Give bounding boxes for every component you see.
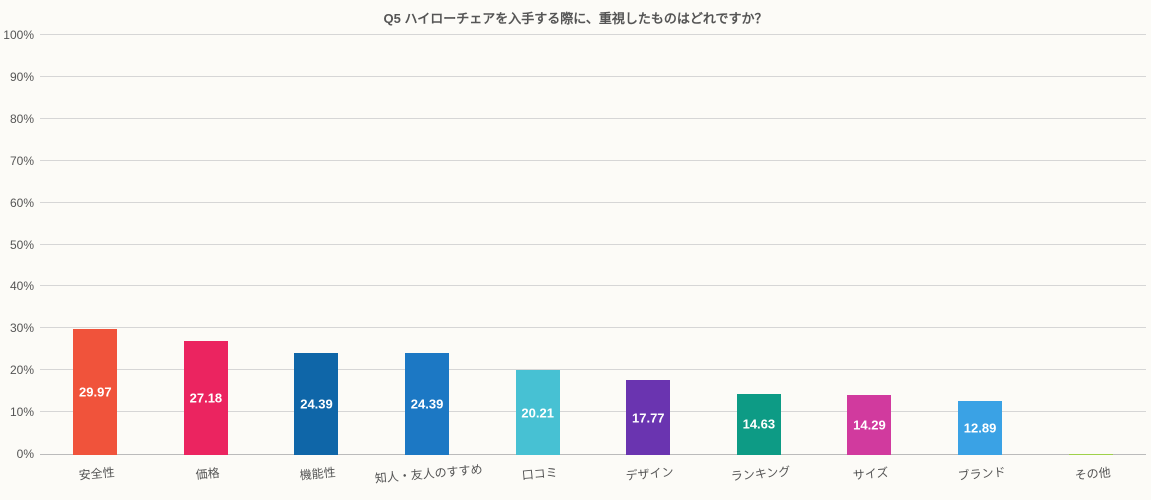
category-label: 口コミ: [520, 453, 558, 483]
y-tick-label: 40%: [10, 279, 40, 293]
category-label: デザイン: [624, 453, 674, 484]
bar-value-label: 17.77: [632, 410, 665, 425]
category-label: サイズ: [852, 453, 890, 483]
plot-area: 0%10%20%30%40%50%60%70%80%90%100% 29.97安…: [40, 35, 1146, 455]
y-tick-label: 20%: [10, 363, 40, 377]
y-tick-label: 30%: [10, 321, 40, 335]
bar-slot: 27.18価格: [151, 35, 262, 455]
category-label: 価格: [194, 454, 220, 483]
category-label: 安全性: [77, 453, 115, 483]
bar: 14.63: [737, 394, 781, 455]
bar-slot: 17.77デザイン: [593, 35, 704, 455]
bar-slot: 14.29サイズ: [814, 35, 925, 455]
bar-slot: 14.63ランキング: [704, 35, 815, 455]
category-label: ブランド: [956, 453, 1006, 484]
bar: 27.18: [184, 341, 228, 455]
bar-slot: 24.39知人・友人のすすめ: [372, 35, 483, 455]
bar: 24.39: [294, 353, 338, 455]
y-tick-label: 10%: [10, 405, 40, 419]
bar: 29.97: [73, 329, 117, 455]
y-tick-label: 0%: [17, 447, 40, 461]
bar-value-label: 24.39: [411, 396, 444, 411]
bar: 14.29: [847, 395, 891, 455]
bar-slot: その他: [1035, 35, 1146, 455]
y-tick-label: 100%: [3, 28, 40, 42]
bar-slot: 12.89ブランド: [925, 35, 1036, 455]
bar-value-label: 29.97: [79, 385, 112, 400]
category-label: ランキング: [729, 452, 791, 484]
y-tick-label: 80%: [10, 112, 40, 126]
chart-container: Q5 ハイローチェアを入手する際に、重視したものはどれですか？ 0%10%20%…: [0, 0, 1151, 500]
bar-slot: 20.21口コミ: [482, 35, 593, 455]
bar: 12.89: [958, 401, 1002, 455]
bar-value-label: 20.21: [521, 405, 554, 420]
bars-area: 29.97安全性27.18価格24.39機能性24.39知人・友人のすすめ20.…: [40, 35, 1146, 455]
category-label: 知人・友人のすすめ: [373, 450, 483, 486]
y-tick-label: 70%: [10, 154, 40, 168]
bar-value-label: 14.29: [853, 417, 886, 432]
bar: 24.39: [405, 353, 449, 455]
y-tick-label: 50%: [10, 238, 40, 252]
category-label: その他: [1073, 453, 1111, 483]
bar-value-label: 12.89: [964, 420, 997, 435]
y-tick-label: 60%: [10, 196, 40, 210]
bar: 17.77: [626, 380, 670, 455]
bar-slot: 24.39機能性: [261, 35, 372, 455]
bar-value-label: 27.18: [190, 390, 223, 405]
bar-value-label: 24.39: [300, 396, 333, 411]
bar: 20.21: [516, 370, 560, 455]
y-tick-label: 90%: [10, 70, 40, 84]
bar-value-label: 14.63: [743, 417, 776, 432]
chart-title: Q5 ハイローチェアを入手する際に、重視したものはどれですか？: [0, 0, 1151, 27]
bar-slot: 29.97安全性: [40, 35, 151, 455]
category-label: 機能性: [299, 453, 337, 483]
